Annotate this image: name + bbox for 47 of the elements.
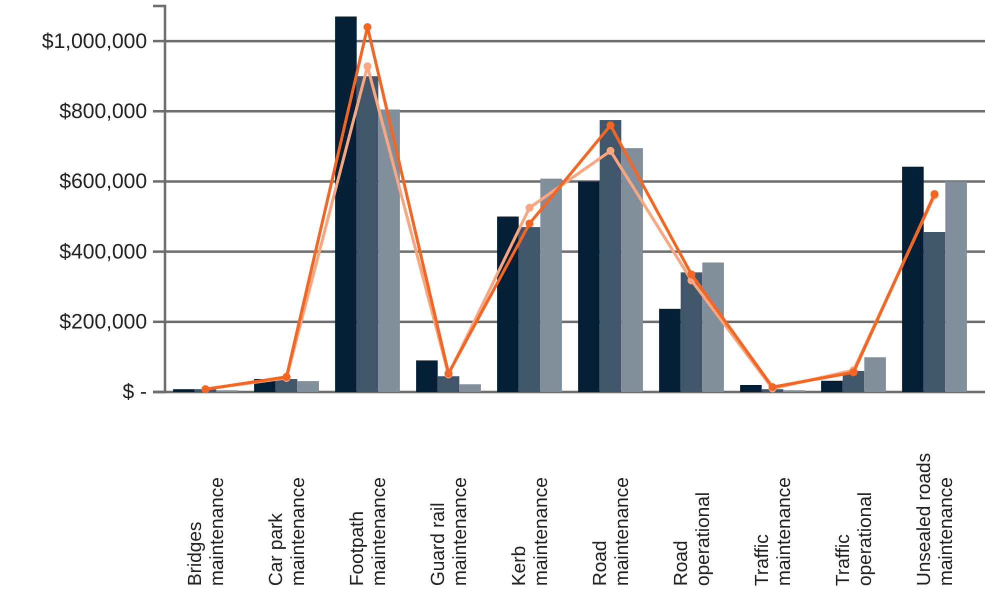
x-tick-label: Unsealed roads maintenance (914, 452, 958, 586)
point (526, 220, 534, 228)
bar (518, 227, 540, 392)
x-tick-label: Traffic operational (833, 492, 876, 586)
point (606, 146, 614, 155)
bar (335, 16, 357, 392)
bar (276, 379, 298, 392)
x-tick-label: Guard rail maintenance (428, 477, 472, 586)
bar (924, 232, 946, 392)
bar (821, 380, 843, 392)
bar (864, 357, 886, 392)
x-tick-label: Road maintenance (590, 477, 634, 586)
bar (416, 360, 438, 392)
bar (356, 76, 378, 392)
bar (621, 148, 643, 392)
x-tick-label: Kerb maintenance (509, 477, 552, 586)
y-tick-label: $200,000 (59, 310, 147, 334)
point (606, 121, 614, 130)
bar (297, 381, 319, 392)
point (526, 204, 534, 212)
bar (945, 181, 967, 392)
bar (902, 166, 924, 392)
y-tick-label: $400,000 (59, 240, 147, 264)
point (364, 23, 372, 32)
x-tick-label: Traffic maintenance (752, 477, 796, 586)
x-tick-label: Road operational (671, 492, 714, 586)
bar (173, 389, 195, 392)
point (688, 270, 696, 278)
bar (702, 262, 724, 392)
bar (659, 308, 681, 392)
y-tick-label: $1,000,000 (42, 30, 147, 53)
x-tick-label: Footpath maintenance (347, 477, 390, 586)
bar (459, 384, 481, 392)
point (364, 62, 372, 70)
bar (578, 181, 600, 392)
bar (600, 120, 622, 392)
y-tick-label: $800,000 (59, 100, 147, 123)
bar (438, 376, 460, 392)
x-tick-label: Bridges maintenance (185, 477, 228, 586)
bar (740, 384, 762, 392)
y-tick-label: $600,000 (59, 170, 147, 194)
bar (378, 110, 400, 392)
bar (680, 272, 702, 392)
bar (497, 216, 519, 392)
y-tick-label: $ - (122, 380, 147, 404)
bar (540, 178, 562, 392)
x-tick-label: Car park maintenance (266, 477, 310, 586)
